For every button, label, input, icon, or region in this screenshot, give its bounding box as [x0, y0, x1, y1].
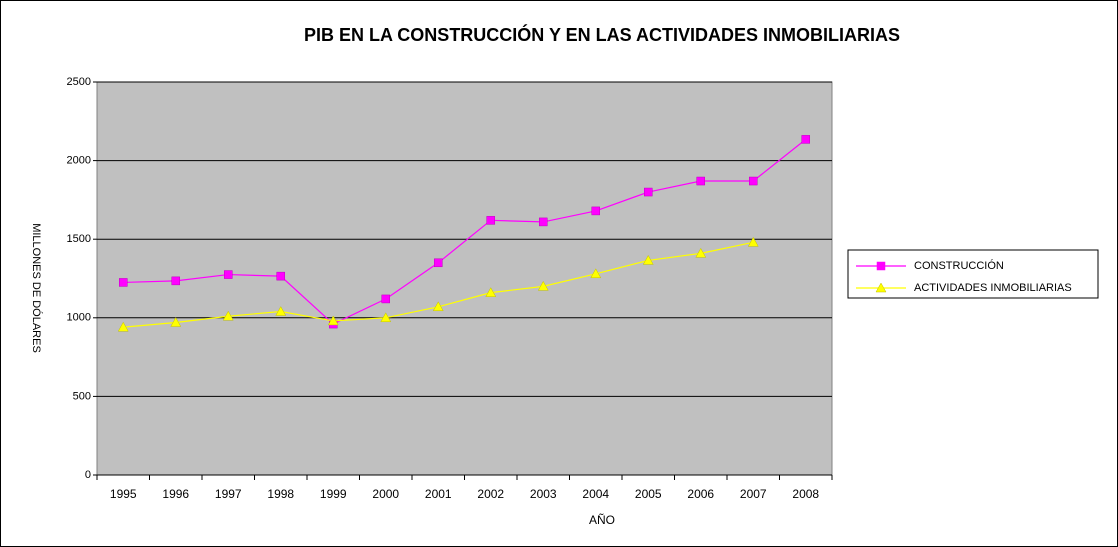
data-point: [432, 301, 444, 312]
x-tick-label: 1995: [110, 487, 137, 501]
data-point: [381, 294, 390, 304]
data-point: [275, 305, 287, 316]
data-point: [224, 270, 233, 279]
data-point: [485, 287, 497, 297]
data-point: [747, 236, 759, 247]
data-point: [644, 187, 653, 197]
x-tick-label: 2006: [687, 487, 714, 501]
chart-title: PIB EN LA CONSTRUCCIÓN Y EN LAS ACTIVIDA…: [304, 24, 900, 45]
data-point: [171, 276, 180, 286]
x-tick-label: 1999: [320, 487, 347, 501]
x-tick-label: 2004: [582, 487, 609, 501]
x-tick-label: 2005: [635, 487, 662, 501]
legend-label: ACTIVIDADES INMOBILIARIAS: [914, 282, 1072, 294]
data-point: [696, 176, 705, 186]
data-point: [119, 278, 128, 287]
x-tick-label: 2003: [530, 487, 557, 501]
data-point: [539, 217, 548, 227]
x-tick-label: 1996: [162, 487, 189, 501]
data-point: [117, 321, 129, 332]
legend-label: CONSTRUCCIÓN: [914, 259, 1004, 272]
legend-marker: [875, 282, 887, 293]
y-tick-label: 0: [85, 469, 91, 481]
plot-area: [96, 81, 833, 476]
series-line: [123, 138, 807, 325]
data-point: [591, 206, 600, 216]
x-tick-label: 2001: [425, 487, 452, 501]
y-tick-label: 1000: [67, 312, 91, 324]
x-tick-label: 1998: [267, 487, 294, 501]
y-tick-label: 2000: [67, 155, 91, 167]
data-point: [276, 271, 285, 281]
y-tick-label: 2500: [67, 76, 91, 88]
data-point: [537, 280, 549, 291]
data-point: [327, 315, 339, 326]
data-point: [434, 258, 443, 268]
x-tick-label: 1997: [215, 487, 242, 501]
legend-marker: [876, 261, 886, 271]
data-point: [380, 312, 392, 323]
x-tick-label: 2002: [477, 487, 504, 501]
data-point: [749, 176, 758, 186]
x-tick-label: 2008: [792, 487, 819, 501]
data-point: [801, 135, 810, 144]
y-tick-label: 1500: [67, 233, 91, 245]
data-point: [590, 268, 602, 279]
data-point: [695, 247, 707, 258]
data-point: [170, 317, 182, 327]
y-tick-label: 500: [73, 390, 91, 402]
data-point: [486, 216, 495, 225]
data-point: [642, 254, 654, 265]
x-axis-label: AÑO: [589, 513, 615, 527]
legend: [847, 249, 1099, 299]
x-tick-label: 2007: [740, 487, 767, 501]
y-axis-label: MILLONES DE DÓLARES: [30, 223, 43, 353]
data-point: [222, 310, 234, 321]
x-tick-label: 2000: [372, 487, 399, 501]
